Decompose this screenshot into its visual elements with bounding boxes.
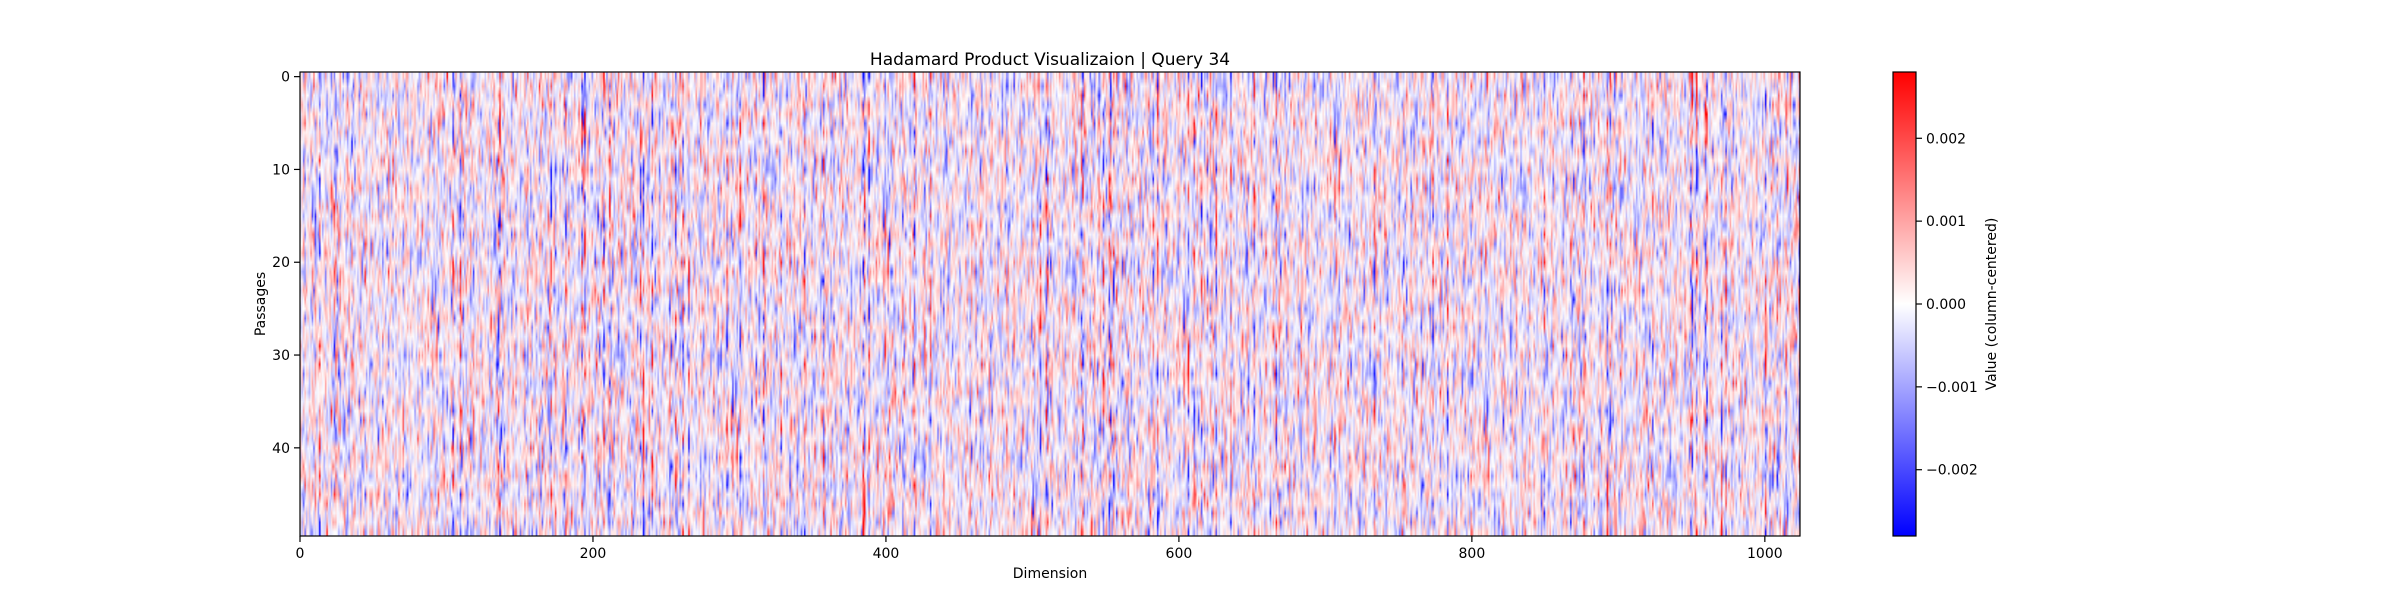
- y-axis-ticks: 0 10 20 30 40: [272, 70, 300, 457]
- x-tick-label: 200: [580, 546, 607, 562]
- x-tick-label: 400: [873, 546, 900, 562]
- colorbar-tick-label: −0.001: [1926, 380, 1978, 396]
- colorbar-tick-label: −0.002: [1926, 463, 1978, 479]
- colorbar-label: Value (column-centered): [1984, 218, 2000, 391]
- y-tick-label: 10: [272, 162, 290, 178]
- colorbar-tick-label: 0.002: [1926, 131, 1966, 147]
- heatmap-image: [300, 72, 1800, 536]
- colorbar: [1892, 71, 1917, 537]
- y-tick-label: 30: [272, 348, 290, 364]
- chart-title: Hadamard Product Visualizaion | Query 34: [870, 50, 1230, 70]
- x-tick-label: 800: [1459, 546, 1486, 562]
- x-axis-label: Dimension: [1013, 566, 1087, 582]
- heatmap-frame: [299, 71, 1801, 537]
- y-tick-label: 20: [272, 255, 290, 271]
- x-tick-label: 1000: [1747, 546, 1783, 562]
- x-axis-ticks: 0 200 400 600 800 1000: [296, 536, 1783, 562]
- x-tick-label: 0: [296, 546, 305, 562]
- y-tick-label: 0: [281, 70, 290, 86]
- y-tick-label: 40: [272, 441, 290, 457]
- x-tick-label: 600: [1166, 546, 1193, 562]
- colorbar-ticks: −0.002 −0.001 0.000 0.001 0.002: [1916, 131, 1978, 479]
- y-axis-label: Passages: [253, 272, 269, 336]
- colorbar-tick-label: 0.000: [1926, 297, 1966, 313]
- colorbar-tick-label: 0.001: [1926, 214, 1966, 230]
